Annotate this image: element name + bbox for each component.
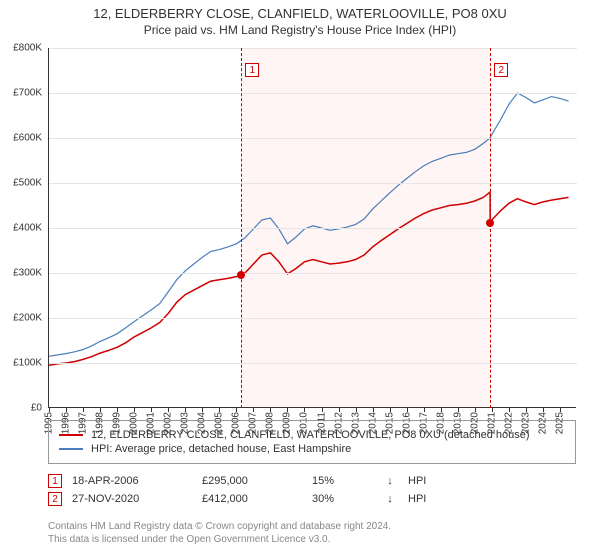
y-axis-tick-label: £700K: [0, 88, 42, 99]
event-price-dot: [486, 219, 494, 227]
title-block: 12, ELDERBERRY CLOSE, CLANFIELD, WATERLO…: [0, 0, 600, 39]
event-vertical-line: [241, 48, 242, 408]
event-marker-box: 2: [494, 63, 508, 77]
gridline: [49, 48, 577, 49]
footer-line: Contains HM Land Registry data © Crown c…: [48, 520, 576, 533]
y-axis-tick-label: £0: [0, 403, 42, 414]
y-axis-tick-label: £400K: [0, 223, 42, 234]
y-axis-tick-label: £800K: [0, 43, 42, 54]
event-pct: 15%: [312, 475, 372, 487]
event-pct: 30%: [312, 493, 372, 505]
legend-item: HPI: Average price, detached house, East…: [59, 443, 565, 455]
down-arrow-icon: ↓: [382, 475, 398, 487]
y-axis-tick-label: £500K: [0, 178, 42, 189]
y-axis-tick-label: £200K: [0, 313, 42, 324]
event-price: £295,000: [202, 475, 302, 487]
event-marker-icon: 2: [48, 492, 62, 506]
chart-area: £0£100K£200K£300K£400K£500K£600K£700K£80…: [48, 48, 576, 408]
y-axis-tick-label: £100K: [0, 358, 42, 369]
legend-item: 12, ELDERBERRY CLOSE, CLANFIELD, WATERLO…: [59, 429, 565, 441]
event-row: 2 27-NOV-2020 £412,000 30% ↓ HPI: [48, 492, 576, 506]
y-axis-tick-label: £600K: [0, 133, 42, 144]
legend: 12, ELDERBERRY CLOSE, CLANFIELD, WATERLO…: [48, 420, 576, 464]
event-date: 27-NOV-2020: [72, 493, 192, 505]
y-axis-tick-label: £300K: [0, 268, 42, 279]
legend-swatch: [59, 448, 83, 450]
gridline: [49, 228, 577, 229]
chart-subtitle: Price paid vs. HM Land Registry's House …: [10, 23, 590, 37]
event-price: £412,000: [202, 493, 302, 505]
footer-line: This data is licensed under the Open Gov…: [48, 533, 576, 546]
event-ref: HPI: [408, 493, 448, 505]
plot-region: £0£100K£200K£300K£400K£500K£600K£700K£80…: [48, 48, 576, 408]
gridline: [49, 273, 577, 274]
event-ref: HPI: [408, 475, 448, 487]
event-marker-box: 1: [245, 63, 259, 77]
event-vertical-line: [490, 48, 491, 408]
gridline: [49, 363, 577, 364]
gridline: [49, 318, 577, 319]
legend-swatch: [59, 434, 83, 436]
chart-title: 12, ELDERBERRY CLOSE, CLANFIELD, WATERLO…: [10, 6, 590, 21]
event-date: 18-APR-2006: [72, 475, 192, 487]
event-row: 1 18-APR-2006 £295,000 15% ↓ HPI: [48, 474, 576, 488]
events-table: 1 18-APR-2006 £295,000 15% ↓ HPI 2 27-NO…: [48, 470, 576, 510]
legend-label: 12, ELDERBERRY CLOSE, CLANFIELD, WATERLO…: [91, 429, 530, 441]
gridline: [49, 138, 577, 139]
event-marker-icon: 1: [48, 474, 62, 488]
gridline: [49, 93, 577, 94]
down-arrow-icon: ↓: [382, 493, 398, 505]
legend-label: HPI: Average price, detached house, East…: [91, 443, 351, 455]
gridline: [49, 183, 577, 184]
chart-container: 12, ELDERBERRY CLOSE, CLANFIELD, WATERLO…: [0, 0, 600, 560]
footer-attribution: Contains HM Land Registry data © Crown c…: [48, 520, 576, 546]
event-price-dot: [237, 271, 245, 279]
